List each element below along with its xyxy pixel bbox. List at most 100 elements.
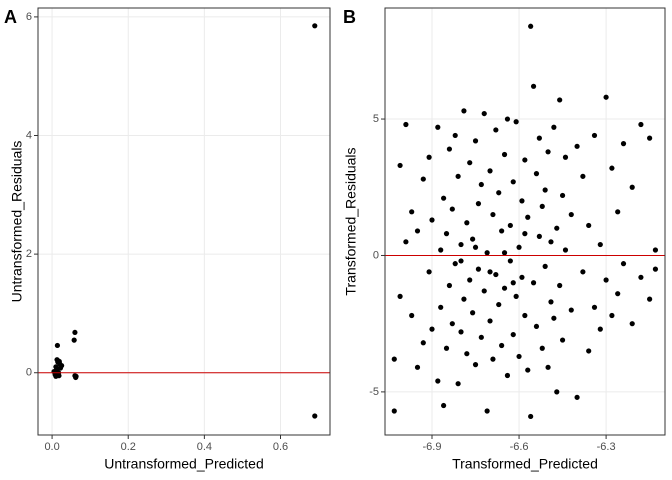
point <box>435 378 441 384</box>
point <box>580 173 586 179</box>
point <box>519 274 525 280</box>
y-tick-label: 5 <box>373 113 379 125</box>
point <box>530 280 537 286</box>
point <box>487 269 493 275</box>
y-tick-label: 0 <box>373 249 379 261</box>
y-tick-label: -5 <box>369 386 379 398</box>
x-tick-label: -6.6 <box>510 441 529 453</box>
point <box>501 151 508 158</box>
point <box>443 345 450 351</box>
x-tick-label: 0.4 <box>197 441 212 453</box>
panel-tag: A <box>4 7 17 27</box>
y-tick-label: 4 <box>26 129 32 141</box>
point <box>525 367 531 373</box>
point <box>409 312 415 319</box>
point <box>591 132 598 139</box>
point <box>510 179 516 185</box>
point <box>609 165 615 171</box>
point <box>72 329 78 336</box>
point <box>597 326 603 332</box>
x-tick-label: 0.2 <box>121 441 136 453</box>
x-axis-title: Transformed_Predicted <box>452 456 598 472</box>
point <box>603 94 609 100</box>
point <box>438 247 444 253</box>
point <box>496 190 502 196</box>
point <box>414 228 421 234</box>
point <box>620 261 627 267</box>
point <box>510 331 516 338</box>
point <box>484 408 490 414</box>
point <box>597 241 603 248</box>
point <box>551 315 557 321</box>
point <box>539 203 545 209</box>
point <box>464 220 470 226</box>
x-tick-label: 0.6 <box>273 441 288 453</box>
point <box>504 372 511 379</box>
point <box>472 138 479 144</box>
point <box>490 356 496 362</box>
point <box>519 198 525 204</box>
point <box>562 247 569 253</box>
point <box>391 408 397 414</box>
y-tick-label: 6 <box>26 11 32 23</box>
point <box>397 293 403 299</box>
panel-border <box>384 7 666 436</box>
point <box>481 110 487 117</box>
panel-border <box>37 7 331 436</box>
point <box>501 285 508 291</box>
x-axis-title: Untransformed_Predicted <box>104 456 264 472</box>
point <box>420 340 426 346</box>
point <box>484 250 490 256</box>
point <box>478 334 484 340</box>
point <box>455 173 461 179</box>
point <box>441 402 447 409</box>
point <box>516 244 522 250</box>
point <box>559 192 566 199</box>
y-axis-title: Transformed_Residuals <box>343 147 359 295</box>
point <box>467 277 473 283</box>
point <box>591 304 598 310</box>
point <box>53 373 59 379</box>
point <box>554 389 560 395</box>
point <box>629 321 635 327</box>
point <box>59 363 65 369</box>
point <box>490 211 496 218</box>
point <box>452 261 458 267</box>
point <box>470 310 476 316</box>
point <box>542 187 548 193</box>
point <box>409 209 415 215</box>
point <box>481 288 487 294</box>
point <box>647 296 653 302</box>
point <box>548 299 554 305</box>
plot-background <box>38 8 330 435</box>
point <box>312 23 318 29</box>
point <box>426 154 432 160</box>
point <box>414 364 421 370</box>
point <box>522 312 528 319</box>
point <box>458 329 464 335</box>
y-axis-title: Untransformed_Residuals <box>9 141 25 303</box>
point <box>499 342 505 349</box>
point <box>446 282 453 289</box>
point <box>638 274 644 280</box>
point <box>574 394 580 400</box>
point <box>568 307 574 313</box>
point <box>73 373 79 379</box>
point <box>443 231 450 237</box>
point <box>545 364 551 370</box>
point <box>568 211 574 218</box>
point <box>562 154 569 160</box>
point <box>536 233 542 239</box>
point <box>475 266 482 272</box>
point <box>557 282 563 289</box>
point <box>513 293 519 299</box>
point <box>516 353 522 360</box>
x-tick-label: -6.3 <box>597 441 616 453</box>
point <box>501 250 508 256</box>
point <box>446 146 453 152</box>
point <box>522 231 528 237</box>
point <box>54 342 61 349</box>
panel-tag: B <box>343 7 356 27</box>
point <box>528 413 534 420</box>
